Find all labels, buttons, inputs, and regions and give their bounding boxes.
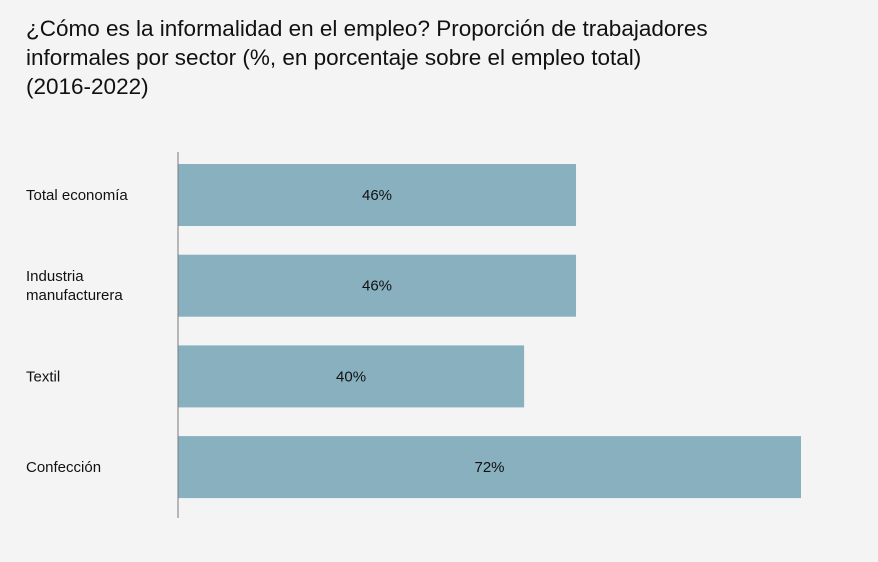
category-label-0: Total economía: [26, 187, 128, 204]
value-label-1: 46%: [362, 278, 392, 295]
chart-title-line-1: ¿Cómo es la informalidad en el empleo? P…: [26, 16, 708, 41]
chart-title-line-2: informales por sector (%, en porcentaje …: [26, 45, 642, 70]
category-label-1: Industria manufacturera: [26, 268, 123, 304]
value-label-3: 72%: [474, 459, 504, 476]
category-label-3: Confección: [26, 459, 101, 476]
value-label-2: 40%: [336, 368, 366, 385]
value-label-0: 46%: [362, 187, 392, 204]
category-label-2: Textil: [26, 368, 60, 385]
chart-title: ¿Cómo es la informalidad en el empleo? P…: [26, 14, 846, 101]
bar-2: [178, 345, 525, 408]
chart-title-line-3: (2016-2022): [26, 74, 149, 99]
bar-3: [178, 436, 801, 499]
bar-1: [178, 254, 577, 317]
bar-0: [178, 164, 577, 226]
